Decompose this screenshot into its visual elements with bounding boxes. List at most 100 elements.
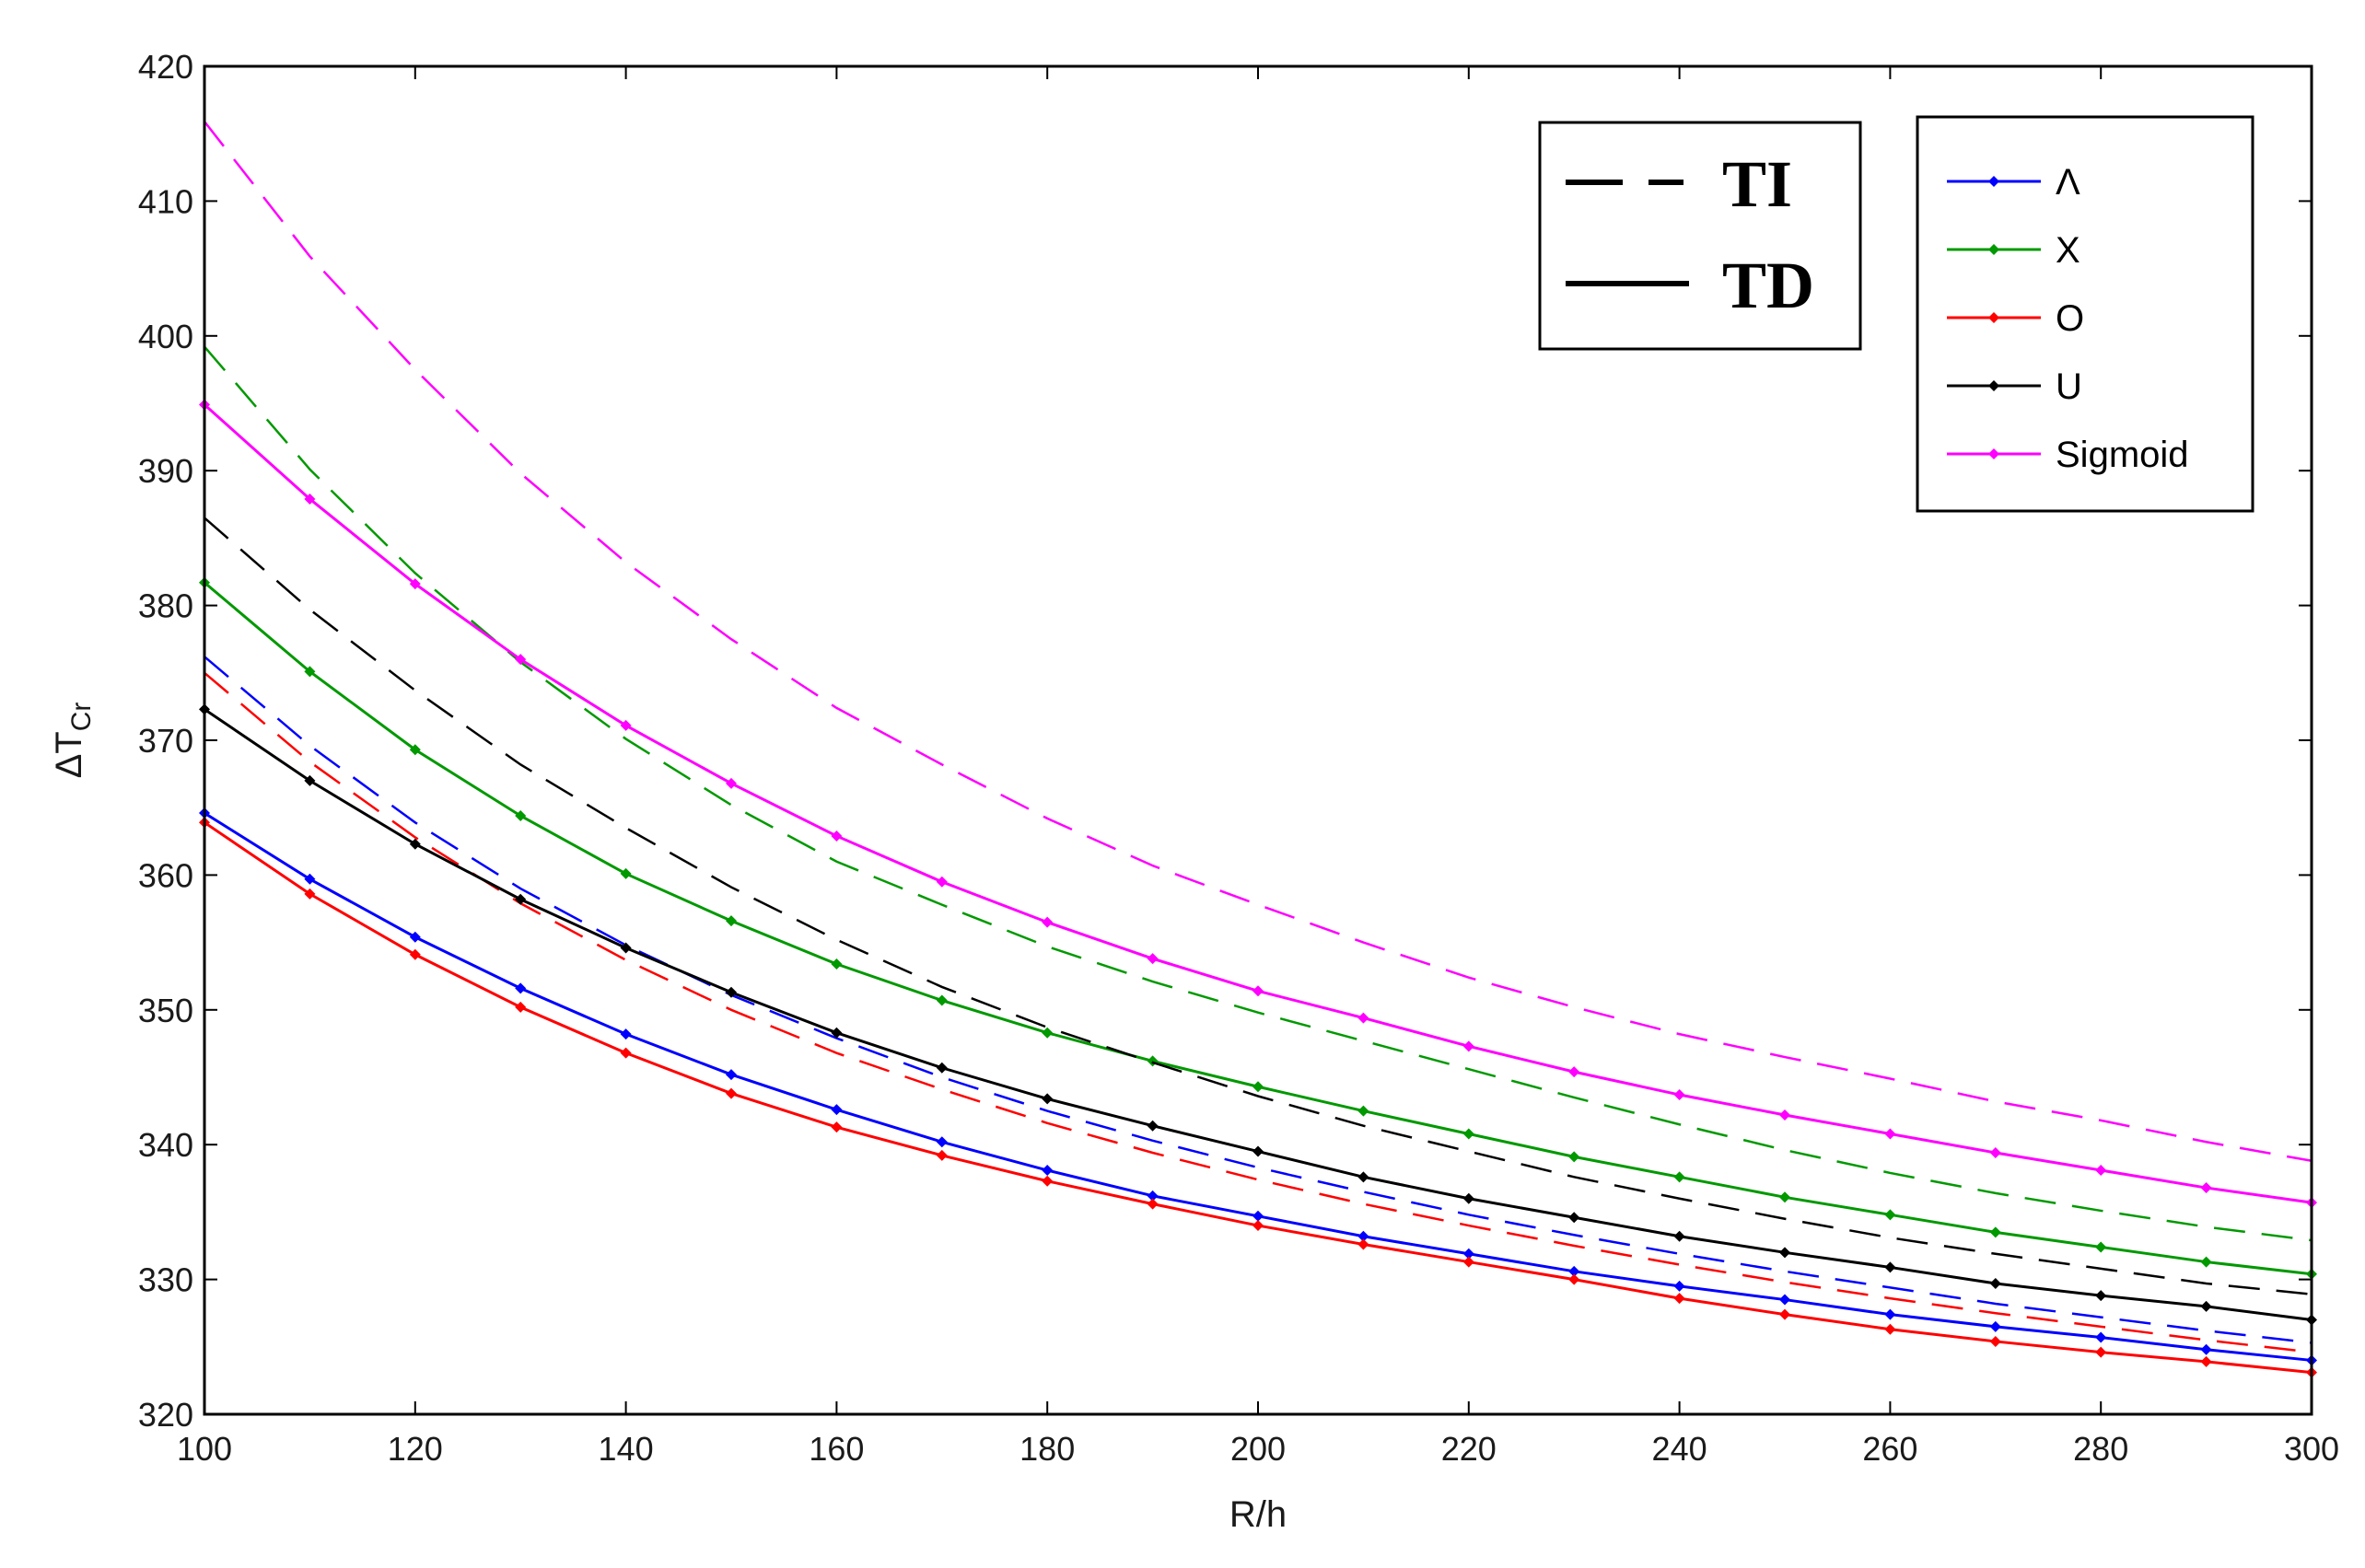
legend-marker-u [1988, 380, 1999, 391]
plot-frame [203, 64, 2313, 1416]
x-tick-label: 280 [2073, 1430, 2128, 1468]
data-point-series0 [409, 931, 421, 943]
legend-ti-label: TI [1722, 147, 1792, 221]
data-point-series0 [1357, 1230, 1369, 1242]
series-layer [199, 121, 2317, 1378]
data-point-sigmoid [1252, 985, 1264, 997]
legend-marker-o [1988, 312, 1999, 323]
y-tick-label: 340 [138, 1126, 193, 1164]
data-point-x [2095, 1241, 2107, 1253]
y-axis-label-sub: Cr [66, 703, 97, 732]
y-tick-label: 350 [138, 992, 193, 1029]
data-point-x [1884, 1209, 1896, 1221]
data-point-x [1989, 1226, 2001, 1238]
data-point-x [515, 809, 527, 821]
legend-label-series0: Λ [2056, 162, 2080, 203]
tick-layer: 100 120 140 160 180 200 220 240 260 280 300 320 330 3… [138, 48, 2339, 1468]
data-point-x [409, 744, 421, 756]
data-point-o [1884, 1323, 1896, 1335]
x-tick-label: 200 [1230, 1430, 1286, 1468]
data-point-x [1673, 1171, 1685, 1183]
data-point-series0 [1252, 1210, 1264, 1222]
data-point-u [2095, 1290, 2107, 1302]
series-line-ti-x [204, 345, 2313, 1242]
data-point-o [304, 888, 316, 900]
line-style-legend: TI TD [1538, 121, 1862, 351]
data-point-x [1042, 1027, 1054, 1039]
x-axis-label: R/h [1229, 1494, 1287, 1535]
data-point-x [304, 666, 316, 678]
data-point-x [620, 867, 632, 879]
data-point-o [831, 1121, 843, 1133]
data-point-series0 [1673, 1280, 1685, 1292]
legend-label-sigmoid: Sigmoid [2056, 435, 2189, 475]
data-point-o [2200, 1355, 2212, 1367]
data-point-x [831, 958, 843, 970]
data-point-x [726, 915, 737, 927]
data-point-u [726, 986, 737, 998]
data-point-o [515, 1001, 527, 1013]
data-point-sigmoid [1357, 1012, 1369, 1024]
data-point-sigmoid [1884, 1128, 1896, 1140]
data-point-x [1462, 1128, 1474, 1140]
data-point-series0 [620, 1028, 632, 1040]
data-point-series0 [2095, 1331, 2107, 1343]
data-point-u [1779, 1247, 1790, 1259]
x-tick-label: 100 [177, 1430, 232, 1468]
data-point-sigmoid [1147, 953, 1159, 965]
data-point-o [2095, 1346, 2107, 1358]
data-point-sigmoid [1779, 1109, 1790, 1121]
data-point-u [304, 774, 316, 786]
data-point-o [1568, 1273, 1580, 1285]
series-line-ti-u [204, 517, 2313, 1295]
legend-td-label: TD [1722, 249, 1814, 322]
data-point-x [1252, 1081, 1264, 1093]
data-point-x [1568, 1151, 1580, 1163]
data-point-o [1357, 1238, 1369, 1250]
y-tick-label: 420 [138, 48, 193, 86]
data-point-u [1673, 1230, 1685, 1242]
data-point-o [409, 948, 421, 960]
data-point-sigmoid [1989, 1146, 2001, 1158]
data-point-sigmoid [1462, 1040, 1474, 1052]
line-style-legend-box [1538, 121, 1862, 351]
data-point-series0 [1042, 1165, 1054, 1177]
data-point-sigmoid [409, 578, 421, 590]
x-tick-label: 240 [1652, 1430, 1707, 1468]
data-point-series0 [304, 873, 316, 885]
data-point-u [1147, 1120, 1159, 1132]
data-point-u [936, 1062, 948, 1074]
series-line-ti-sigmoid [204, 121, 2313, 1162]
svg-text:ΔTCr: ΔTCr [49, 703, 97, 779]
legend-label-o: O [2056, 298, 2084, 339]
data-point-sigmoid [2095, 1165, 2107, 1177]
y-tick-label: 380 [138, 587, 193, 625]
legend-marker-sigmoid [1988, 448, 1999, 459]
data-point-x [936, 994, 948, 1006]
data-point-o [620, 1047, 632, 1059]
data-point-series0 [831, 1104, 843, 1116]
data-point-sigmoid [304, 493, 316, 505]
y-tick-label: 390 [138, 452, 193, 490]
y-axis-label-main: ΔT [49, 731, 89, 778]
data-point-u [409, 838, 421, 850]
y-tick-label: 400 [138, 318, 193, 355]
data-point-series0 [2200, 1343, 2212, 1355]
y-tick-label: 410 [138, 182, 193, 220]
data-point-o [1779, 1308, 1790, 1320]
data-point-series0 [1568, 1265, 1580, 1277]
data-point-series0 [1779, 1294, 1790, 1306]
data-point-u [1884, 1261, 1896, 1273]
data-point-sigmoid [1673, 1089, 1685, 1101]
data-point-sigmoid [620, 719, 632, 731]
data-point-u [1357, 1171, 1369, 1183]
legend-marker-x [1988, 244, 1999, 255]
data-point-u [1989, 1277, 2001, 1289]
data-point-sigmoid [2200, 1182, 2212, 1194]
data-point-o [1989, 1335, 2001, 1347]
data-point-series0 [936, 1136, 948, 1148]
x-tick-label: 160 [809, 1430, 864, 1468]
data-point-x [1779, 1191, 1790, 1203]
data-point-o [1042, 1175, 1054, 1187]
